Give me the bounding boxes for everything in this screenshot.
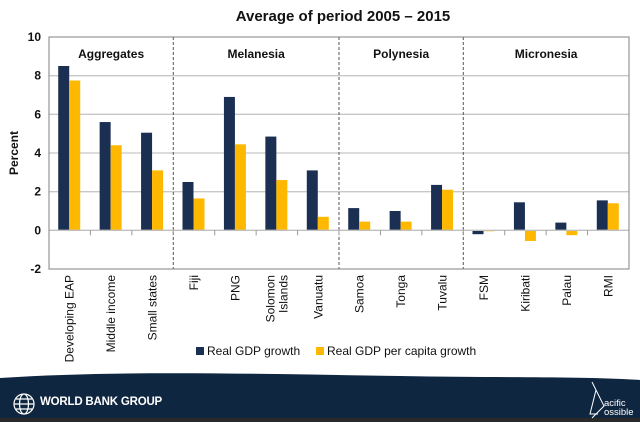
legend-swatch	[196, 347, 204, 355]
category-label: Vanuatu	[311, 275, 325, 319]
bar-real-gdp-growth	[555, 222, 567, 231]
category-label: Kiribati	[518, 275, 532, 312]
bar-real-gdp-per-capita-growth	[234, 144, 246, 231]
pacific-possible-logo-icon	[589, 381, 605, 419]
bar-real-gdp-per-capita-growth	[400, 221, 412, 231]
category-label: Fiji	[187, 275, 201, 290]
y-tick-label: 2	[34, 185, 41, 199]
group-separators	[172, 37, 464, 269]
bar-real-gdp-growth	[348, 208, 360, 231]
bar-real-gdp-per-capita-growth	[524, 230, 536, 241]
bars	[58, 66, 619, 241]
bar-real-gdp-growth	[431, 184, 443, 231]
footer-banner	[0, 373, 640, 422]
footer-wave	[0, 373, 640, 418]
chart-title: Average of period 2005 – 2015	[236, 8, 451, 25]
category-label: Palau	[560, 275, 574, 306]
world-bank-group-logo: WORLD BANK GROUP	[40, 396, 163, 408]
bar-real-gdp-per-capita-growth	[442, 189, 454, 231]
group-label: Melanesia	[227, 47, 285, 61]
group-label: Micronesia	[515, 47, 578, 61]
pacific-possible-line2: ossible	[604, 407, 634, 418]
bar-real-gdp-growth	[141, 132, 153, 231]
pacific-possible-line1: acific	[604, 398, 626, 409]
bar-real-gdp-per-capita-growth	[317, 216, 329, 231]
category-label: Developing EAP	[63, 275, 77, 362]
zero-axis	[49, 229, 629, 236]
bar-real-gdp-growth	[265, 136, 277, 231]
bar-real-gdp-per-capita-growth	[276, 180, 288, 231]
y-tick-label: 8	[34, 69, 41, 83]
category-label: FSM	[477, 275, 491, 300]
category-label: Tonga	[394, 275, 408, 308]
category-label: Small states	[146, 275, 160, 340]
legend: Real GDP growth Real GDP per capita growt…	[196, 344, 476, 358]
category-label: PNG	[228, 275, 242, 301]
bar-real-gdp-per-capita-growth	[152, 170, 164, 231]
legend-label: Real GDP growth	[207, 344, 300, 358]
legend-label: Real GDP per capita growth	[327, 344, 476, 358]
category-labels: Developing EAP Middle income Small states F…	[63, 275, 616, 363]
globe-icon	[13, 393, 35, 415]
y-axis-ticks: -2 0 2 4 6 8 10	[28, 30, 42, 276]
bar-real-gdp-per-capita-growth	[193, 198, 205, 231]
footer-bottom-strip	[0, 418, 640, 422]
bar-real-gdp-per-capita-growth	[110, 145, 122, 231]
y-tick-label: 0	[34, 223, 41, 237]
bar-real-gdp-growth	[513, 202, 525, 231]
bar-real-gdp-growth	[182, 182, 194, 231]
y-tick-label: 4	[34, 146, 41, 160]
bar-chart: Average of period 2005 – 2015 Percent -2…	[7, 8, 630, 363]
bar-real-gdp-growth	[596, 200, 608, 231]
bar-real-gdp-growth	[223, 96, 235, 231]
category-label: Middle income	[104, 275, 118, 353]
category-label: Solomon	[263, 275, 277, 322]
bar-real-gdp-growth	[99, 122, 111, 231]
pacific-possible-logo: acific ossible	[604, 398, 634, 418]
category-label: Islands	[276, 275, 290, 313]
legend-swatch	[316, 347, 324, 355]
y-axis-label: Percent	[7, 131, 21, 175]
group-label: Aggregates	[78, 47, 144, 61]
bar-real-gdp-per-capita-growth	[607, 203, 619, 231]
bar-real-gdp-growth	[389, 211, 401, 231]
bar-real-gdp-per-capita-growth	[566, 230, 578, 236]
group-label: Polynesia	[373, 47, 429, 61]
group-labels: Aggregates Melanesia Polynesia Micronesia	[78, 47, 578, 61]
bar-real-gdp-growth	[472, 230, 484, 235]
plot-frame	[48, 36, 630, 270]
bar-real-gdp-per-capita-growth	[69, 80, 81, 231]
y-tick-label: 6	[34, 107, 41, 121]
bar-real-gdp-growth	[306, 170, 318, 231]
bar-real-gdp-growth	[58, 66, 70, 231]
y-tick-label: 10	[28, 30, 42, 44]
category-label: Tuvalu	[436, 275, 450, 311]
category-label: RMI	[601, 275, 615, 297]
category-label: Samoa	[353, 275, 367, 313]
bar-real-gdp-per-capita-growth	[359, 221, 371, 231]
y-tick-label: -2	[30, 262, 41, 276]
